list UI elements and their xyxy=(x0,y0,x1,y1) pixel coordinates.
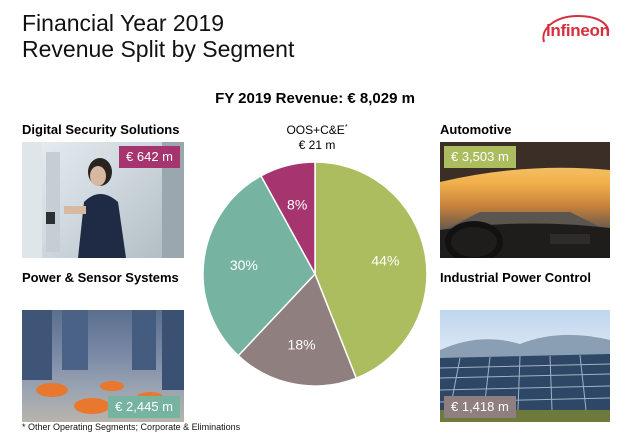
pie-slice-pss xyxy=(202,174,316,357)
segment-label-pss: Power & Sensor Systems xyxy=(22,270,179,285)
segment-label-automotive: Automotive xyxy=(440,122,512,137)
oos-label: OOS+C&E* € 21 m xyxy=(276,120,358,153)
pie-label-automotive: 44% xyxy=(371,253,399,269)
logo-arc-icon xyxy=(542,14,610,43)
revenue-badge-dss: € 642 m xyxy=(119,146,180,168)
footnote: * Other Operating Segments; Corporate & … xyxy=(22,422,241,432)
revenue-badge-automotive: € 3,503 m xyxy=(444,146,516,168)
pie-slice-ipc xyxy=(237,272,358,387)
photo-digital-security: € 642 m xyxy=(22,142,184,258)
photo-industrial-power: € 1,418 m xyxy=(440,310,610,422)
oos-footnote-marker: * xyxy=(344,124,348,131)
page-title-line1: Financial Year 2019 xyxy=(22,10,225,36)
pie-label-ipc: 18% xyxy=(288,336,316,352)
pie-slice-automotive xyxy=(314,161,428,380)
pie-slice-dss xyxy=(260,161,316,275)
oos-name: OOS+C&E xyxy=(286,123,345,137)
segment-label-ipc: Industrial Power Control xyxy=(440,270,591,285)
photo-power-sensor: € 2,445 m xyxy=(22,310,184,422)
revenue-headline: FY 2019 Revenue: € 8,029 m xyxy=(215,90,415,107)
segment-label-dss: Digital Security Solutions xyxy=(22,122,180,137)
logo-text: infineon xyxy=(546,21,610,40)
photo-automotive: € 3,503 m xyxy=(440,142,610,258)
page-title-line2: Revenue Split by Segment xyxy=(22,36,295,62)
revenue-badge-ipc: € 1,418 m xyxy=(444,396,516,418)
infineon-logo: infineon xyxy=(538,12,612,52)
pie-label-pss: 30% xyxy=(230,257,258,273)
revenue-badge-pss: € 2,445 m xyxy=(108,396,180,418)
pie-label-dss: 8% xyxy=(287,197,307,213)
oos-revenue: € 21 m xyxy=(298,138,336,152)
